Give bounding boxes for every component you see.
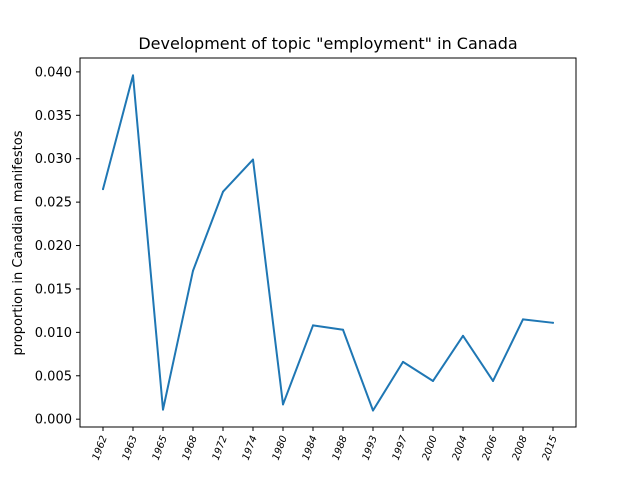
y-tick-label: 0.025 [35,196,72,211]
y-tick-label: 0.005 [35,369,72,384]
data-point [162,408,164,411]
y-tick-label: 0.020 [35,239,72,254]
y-tick-label: 0.030 [35,152,72,167]
y-tick-label: 0.010 [35,326,72,341]
series-area [102,74,554,412]
y-axis: 0.000 0.005 0.010 0.015 0.020 0.025 0.030 0.035… [35,65,80,428]
data-point [312,324,314,327]
y-tick-label: 0.035 [35,109,72,124]
data-point [492,379,494,382]
chart-title: Development of topic "employment" in Can… [138,34,517,53]
data-point [282,403,284,406]
data-point [102,188,104,191]
data-point [342,328,344,331]
y-tick-label: 0.000 [35,413,72,428]
data-point [372,409,374,412]
data-point [552,321,554,324]
series-line [102,74,554,412]
data-point [252,158,254,161]
data-point [222,190,224,193]
data-point [402,360,404,363]
data-point [462,334,464,337]
y-tick-label: 0.040 [35,65,72,80]
data-point [432,379,434,382]
data-point [132,74,134,77]
plot-frame [79,57,577,428]
y-tick-label: 0.015 [35,282,72,297]
y-axis-label: proportion in Canadian manifestos [11,130,26,355]
data-point [192,269,194,272]
data-point [522,318,524,321]
